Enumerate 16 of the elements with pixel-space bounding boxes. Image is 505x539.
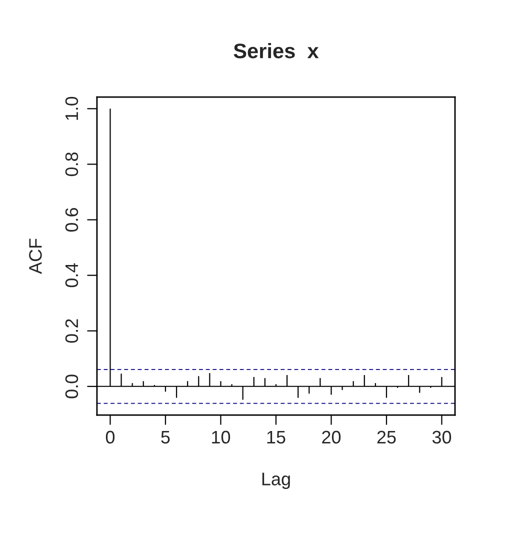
y-tick-label: 0.8: [65, 152, 78, 176]
y-tick-label: 0.6: [65, 208, 78, 232]
x-tick-label: 30: [432, 430, 452, 444]
y-axis-title: ACF: [29, 238, 42, 274]
x-axis-title: Lag: [262, 472, 290, 489]
x-tick-label: 25: [377, 430, 396, 444]
x-tick-label: 15: [267, 430, 286, 444]
y-tick-label: 0.4: [65, 263, 78, 288]
x-tick-label: 5: [161, 430, 170, 444]
y-tick-label: 1.0: [65, 96, 78, 120]
y-tick-label: 0.2: [65, 319, 78, 343]
x-tick-label: 20: [322, 430, 341, 444]
chart-title: Series x: [234, 43, 319, 58]
y-tick-label: 0.0: [65, 374, 78, 398]
x-tick-label: 0: [106, 430, 115, 444]
x-tick-label: 10: [212, 430, 230, 444]
